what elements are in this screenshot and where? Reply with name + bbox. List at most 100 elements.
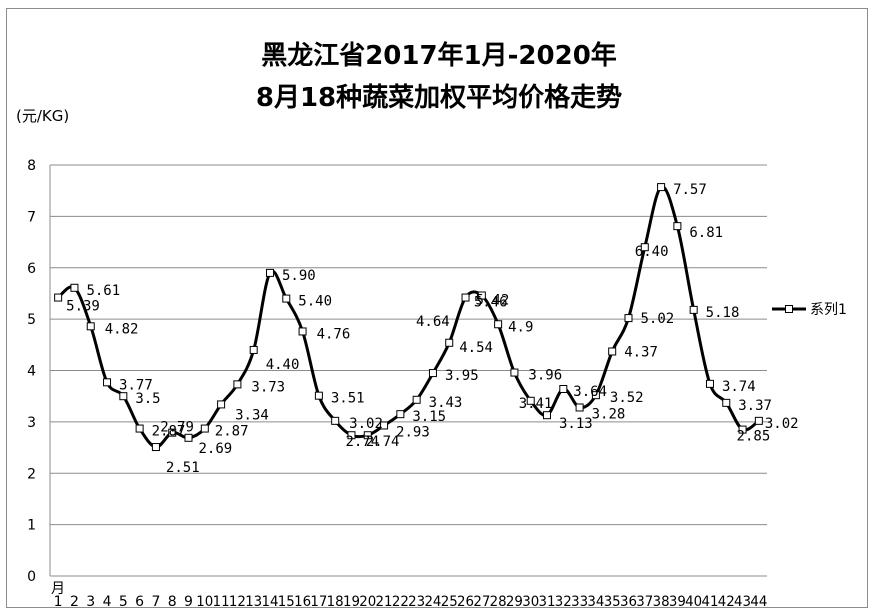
x-tick-label: 7 — [151, 594, 160, 610]
data-label: 5.61 — [86, 283, 120, 299]
y-tick-label: 4 — [27, 364, 36, 380]
y-tick-label: 7 — [27, 209, 36, 225]
data-label: 5.42 — [476, 293, 510, 309]
data-point — [689, 305, 698, 314]
data-point — [314, 391, 323, 400]
data-point — [624, 314, 633, 323]
data-point — [265, 268, 274, 277]
x-tick-label: 4 — [103, 594, 112, 610]
data-point — [705, 379, 714, 388]
data-label: 5.40 — [298, 294, 332, 310]
data-point — [54, 293, 63, 302]
x-tick-label: 32 — [555, 594, 572, 610]
x-tick-label: 40 — [685, 594, 702, 610]
data-point — [396, 410, 405, 419]
data-label: 3.02 — [765, 416, 799, 432]
data-label: 3.5 — [135, 391, 160, 407]
data-label: 3.64 — [573, 384, 607, 400]
x-tick-label: 29 — [506, 594, 523, 610]
x-tick-label: 28 — [490, 594, 507, 610]
x-axis-label: 月 — [51, 581, 65, 597]
data-point — [331, 416, 340, 425]
x-tick-label: 21 — [376, 594, 393, 610]
x-tick-label: 38 — [653, 594, 670, 610]
data-label: 2.74 — [366, 434, 400, 450]
x-tick-label: 35 — [604, 594, 621, 610]
x-tick-label: 14 — [261, 594, 278, 610]
y-tick-label: 1 — [27, 518, 36, 534]
data-point — [70, 283, 79, 292]
data-label: 4.64 — [416, 314, 450, 330]
x-tick-label: 9 — [184, 594, 193, 610]
x-tick-label: 34 — [587, 594, 604, 610]
data-label: 7.57 — [673, 182, 707, 198]
data-label: 2.69 — [199, 441, 233, 457]
data-point — [673, 222, 682, 231]
y-axis-ticks: 0 1 2 3 4 5 6 7 8 — [27, 158, 36, 585]
data-label: 3.13 — [559, 416, 593, 432]
x-tick-label: 1 — [54, 594, 63, 610]
x-tick-label: 24 — [424, 594, 441, 610]
data-point — [591, 391, 600, 400]
x-tick-label: 6 — [135, 594, 144, 610]
data-label: 3.74 — [722, 379, 756, 395]
data-label: 3.77 — [119, 377, 153, 393]
x-tick-label: 26 — [457, 594, 474, 610]
chart-title-line-1: 黑龙江省2017年1月-2020年 — [261, 41, 617, 71]
x-tick-label: 19 — [343, 594, 360, 610]
data-label: 5.46 — [474, 294, 508, 310]
data-label: 2.87 — [152, 424, 186, 440]
legend-label: 系列1 — [810, 302, 847, 318]
x-tick-label: 42 — [718, 594, 735, 610]
x-tick-label: 36 — [620, 594, 637, 610]
x-tick-label: 33 — [571, 594, 588, 610]
x-tick-label: 20 — [359, 594, 376, 610]
data-point — [526, 396, 535, 405]
x-tick-label: 2 — [70, 594, 79, 610]
data-label: 3.41 — [519, 396, 553, 412]
data-label: 3.96 — [528, 368, 562, 384]
data-label: 3.02 — [349, 416, 383, 432]
y-tick-label: 2 — [27, 466, 36, 482]
data-point — [103, 378, 112, 387]
data-label: 2.74 — [345, 434, 379, 450]
data-label: 4.82 — [105, 321, 139, 337]
legend: 系列1 — [772, 302, 847, 318]
gridlines — [49, 164, 767, 577]
data-point — [608, 347, 617, 356]
data-point — [559, 384, 568, 393]
data-point — [233, 380, 242, 389]
y-tick-label: 5 — [27, 312, 36, 328]
data-point — [347, 431, 356, 440]
data-label: 2.93 — [396, 424, 430, 440]
x-tick-label: 27 — [473, 594, 490, 610]
data-label: 5.39 — [66, 299, 100, 315]
data-point — [445, 338, 454, 347]
legend-marker — [785, 305, 793, 313]
x-tick-label: 16 — [294, 594, 311, 610]
x-tick-label: 18 — [327, 594, 344, 610]
y-tick-label: 0 — [27, 569, 36, 585]
x-axis-ticks: 1 2 3 4 5 6 7 8 9 10 11 12 13 14 15 16 17 18 19 20 21 22 23 24 2… — [51, 581, 767, 610]
x-tick-label: 12 — [229, 594, 246, 610]
x-tick-label: 39 — [669, 594, 686, 610]
x-tick-label: 15 — [278, 594, 295, 610]
x-tick-label: 25 — [441, 594, 458, 610]
x-tick-label: 8 — [168, 594, 177, 610]
data-point — [412, 395, 421, 404]
data-label: 3.34 — [235, 407, 269, 423]
x-tick-label: 17 — [310, 594, 327, 610]
data-label: 4.37 — [624, 344, 658, 360]
data-label: 4.9 — [508, 319, 533, 335]
chart-frame — [6, 8, 868, 608]
data-label: 5.18 — [706, 305, 740, 321]
x-tick-label: 3 — [86, 594, 95, 610]
x-tick-label: 31 — [539, 594, 556, 610]
data-label: 4.54 — [459, 340, 493, 356]
y-tick-label: 6 — [27, 261, 36, 277]
data-point — [657, 183, 666, 192]
y-axis-unit-label: (元/KG) — [16, 107, 70, 125]
data-point — [510, 368, 519, 377]
data-point — [640, 243, 649, 252]
